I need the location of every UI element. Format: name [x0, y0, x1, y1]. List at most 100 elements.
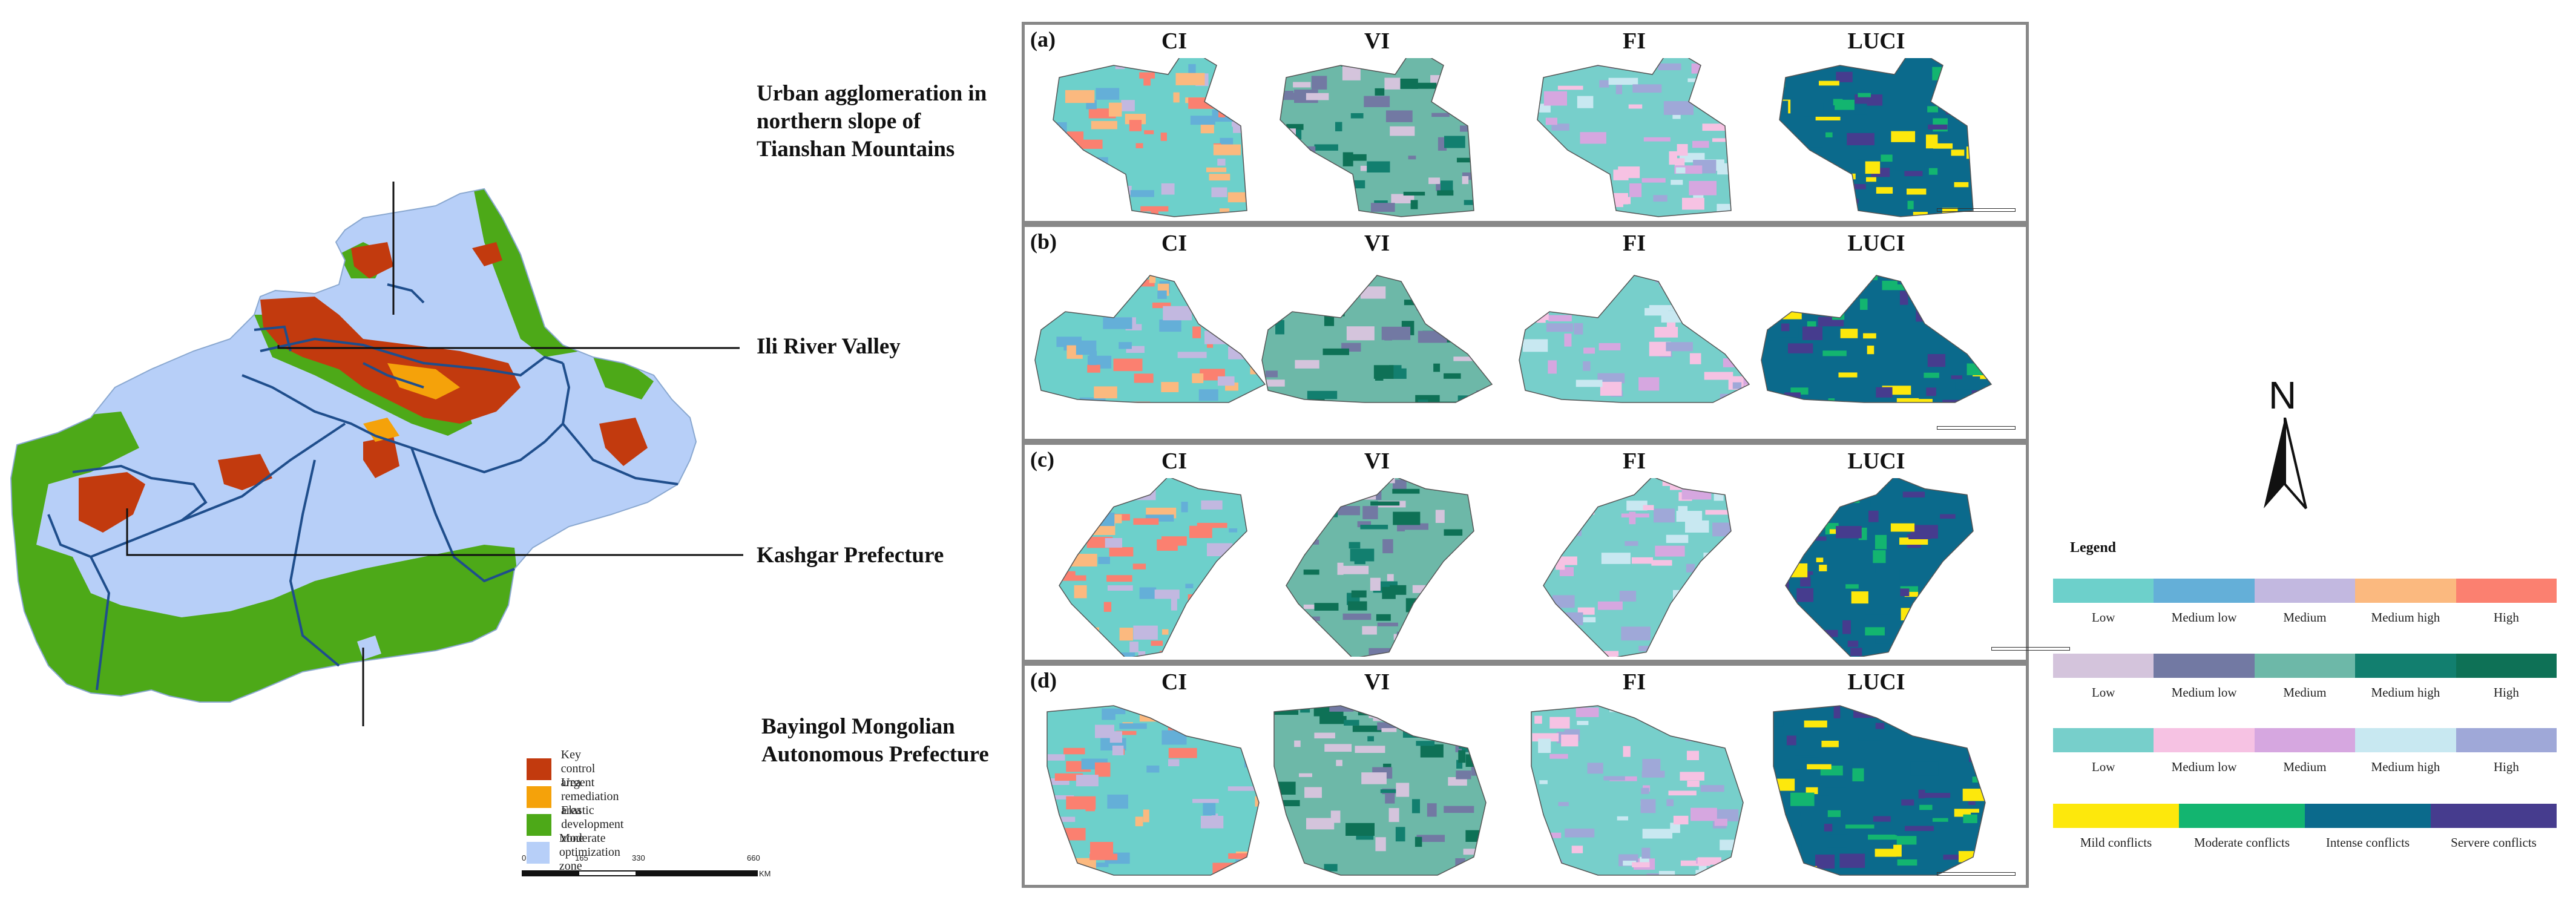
scale-tick-2: 330 [632, 853, 645, 862]
region-label-kashgar: Kashgar Prefecture [757, 543, 944, 568]
legend-label: Medium low [2171, 685, 2237, 700]
index-map [1519, 275, 1750, 403]
map-legend-swatch [527, 813, 552, 836]
panel-tag: (d) [1030, 668, 1057, 692]
scale-tick-0: 0 [522, 853, 527, 862]
region-label-ili: Ili River Valley [757, 334, 901, 359]
legend-label: Medium [2283, 685, 2327, 700]
index-title: CI [1161, 669, 1188, 695]
legend-label: High [2493, 685, 2519, 700]
legend-swatch [2254, 728, 2356, 752]
index-map [1046, 705, 1260, 876]
index-title: VI [1364, 28, 1390, 54]
region-label-bayingol: Bayingol Mongolian Autonomous Prefecture [761, 714, 989, 767]
legend-swatch [2355, 654, 2456, 678]
index-map [1785, 478, 1974, 657]
map-legend-item: Urgent remediation area [527, 776, 634, 818]
scale-tick-3: 660 [747, 853, 760, 862]
legend-swatch [2154, 654, 2255, 678]
index-title: CI [1161, 231, 1188, 256]
legend-label: Low [2091, 685, 2115, 700]
legend-swatch [2254, 579, 2356, 603]
index-map [1761, 275, 1993, 403]
panel-scale-bar [1937, 426, 2016, 430]
index-map [1531, 705, 1744, 876]
panel-scale-bar [1937, 872, 2016, 876]
index-title: FI [1623, 669, 1646, 695]
index-map [1286, 478, 1474, 657]
legend-bar [2053, 728, 2557, 752]
index-map [1273, 705, 1487, 876]
legend-label: Medium low [2171, 610, 2237, 625]
map-legend-item: Key control area [527, 748, 611, 790]
legend-swatch [2053, 728, 2154, 752]
legend-label: Medium high [2371, 760, 2440, 774]
legend-swatch [2154, 728, 2255, 752]
legend-label: High [2493, 760, 2519, 774]
map-legend-swatch [527, 786, 551, 808]
legend-label: Medium [2283, 610, 2327, 625]
legend-bar [2053, 804, 2557, 828]
xinjiang-zoning-map [10, 182, 743, 726]
panel-tag: (b) [1030, 229, 1057, 254]
legend-label: Low [2091, 760, 2115, 774]
legend-swatch [2355, 728, 2456, 752]
legend-swatch [2179, 804, 2305, 828]
legend-bar-labels: Low Medium low Medium Medium high High [2053, 610, 2557, 625]
index-map [1053, 58, 1247, 217]
legend-swatch [2431, 804, 2557, 828]
legend-label: Servere conflicts [2451, 835, 2537, 850]
legend-bar [2053, 654, 2557, 678]
index-map [1059, 478, 1247, 657]
legend-label: Medium high [2371, 685, 2440, 700]
map-legend-label: Urgent remediation area [561, 776, 619, 817]
panel-tag: (a) [1030, 27, 1056, 51]
legend-swatch [2355, 579, 2456, 603]
map-legend-label: Moderate optimization zone [559, 832, 620, 873]
index-title: VI [1364, 669, 1390, 695]
legend-title: Legend [2070, 540, 2117, 556]
legend-label: Medium high [2371, 610, 2440, 625]
legend-label: High [2493, 610, 2519, 625]
north-label: N [2269, 373, 2297, 417]
map-legend-item: Moderate optimization zone [527, 832, 637, 873]
north-arrow-icon [2264, 418, 2307, 510]
legend-bar [2053, 579, 2557, 603]
legend-label: Medium [2283, 760, 2327, 774]
legend-label: Moderate conflicts [2193, 835, 2290, 850]
panel-scale-bar [1991, 647, 2070, 651]
scale-tick-1: 165 [575, 853, 588, 862]
index-title: LUCI [1847, 448, 1905, 474]
index-title: LUCI [1847, 28, 1905, 54]
map-legend-item: Elastic development zone [527, 804, 639, 846]
legend-swatch [2456, 579, 2557, 603]
index-title: CI [1161, 28, 1188, 54]
legend-bar-labels: Low Medium low Medium Medium high High [2053, 685, 2557, 700]
index-title: FI [1623, 231, 1646, 256]
legend-swatch [2053, 654, 2154, 678]
index-map [1773, 705, 1986, 876]
index-title: CI [1161, 448, 1188, 474]
legend-swatch [2305, 804, 2431, 828]
index-map [1261, 275, 1493, 403]
index-title: FI [1623, 448, 1646, 474]
legend-swatch [2053, 804, 2179, 828]
region-label-urban: Urban agglomeration in northern slope of… [757, 81, 987, 162]
scale-bar: 0 165 330 660 KM [522, 853, 776, 878]
scale-unit: KM [759, 869, 771, 878]
index-map [1034, 275, 1266, 403]
index-map [1779, 58, 1974, 217]
legend-label: Mild conflicts [2080, 835, 2152, 850]
legend-swatch [2456, 728, 2557, 752]
legend-swatch [2456, 654, 2557, 678]
index-title: FI [1623, 28, 1646, 54]
index-title: VI [1364, 448, 1390, 474]
panel-tag: (c) [1030, 447, 1054, 471]
index-title: LUCI [1847, 231, 1905, 256]
scale-bar-graphic [522, 870, 758, 876]
index-title: VI [1364, 231, 1390, 256]
legend-swatch [2254, 654, 2356, 678]
legend-bar-labels: Mild conflicts Moderate conflicts Intense … [2053, 835, 2557, 850]
legend-swatch [2053, 579, 2154, 603]
map-legend-label: Key control area [560, 748, 596, 789]
